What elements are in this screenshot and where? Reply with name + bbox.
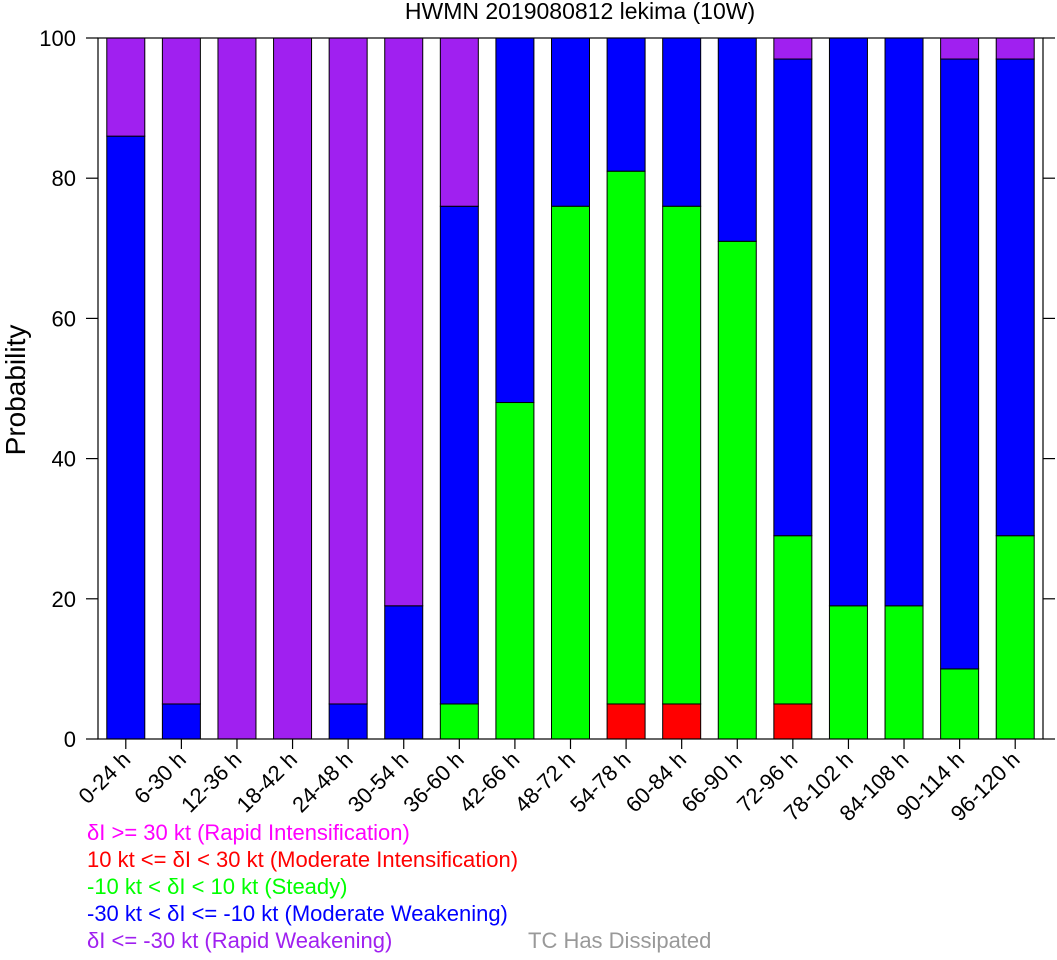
bar-segment-rapid-weakening: [217, 37, 257, 740]
bar-segment-moderate-weakening: [662, 37, 702, 207]
y-tick-label: 60: [52, 306, 76, 331]
x-tick-label: 42-66 h: [454, 747, 524, 817]
bar-segment-moderate-weakening: [884, 37, 924, 607]
bar-segment-rapid-weakening: [328, 37, 368, 705]
legend-entry: δI <= -30 kt (Rapid Weakening): [87, 928, 392, 953]
legend: δI >= 30 kt (Rapid Intensification)10 kt…: [87, 820, 711, 953]
bar-segment-steady: [439, 703, 479, 740]
bar-segment-steady: [606, 170, 646, 705]
x-tick-label: 0-24 h: [74, 747, 136, 809]
x-tick-label: 24-48 h: [287, 747, 357, 817]
x-tick-label: 48-72 h: [510, 747, 580, 817]
x-tick-label: 60-84 h: [621, 747, 691, 817]
y-ticks: 0 20 40 60 80 100: [39, 26, 1055, 752]
bar-segment-moderate-weakening: [161, 703, 201, 740]
legend-entry: -30 kt < δI <= -10 kt (Moderate Weakenin…: [87, 901, 508, 926]
legend-entry: TC Has Dissipated: [528, 928, 711, 953]
x-tick-label: 18-42 h: [232, 747, 302, 817]
bars-group: [106, 37, 1035, 740]
bar-segment-moderate-weakening: [106, 135, 146, 740]
bar-segment-moderate-weakening: [773, 58, 813, 537]
legend-entry: -10 kt < δI < 10 kt (Steady): [87, 874, 347, 899]
bar-segment-moderate-weakening: [828, 37, 868, 607]
y-tick-label: 100: [39, 26, 76, 51]
bar-segment-moderate-weakening: [328, 703, 368, 740]
y-tick-label: 40: [52, 447, 76, 472]
legend-entry: 10 kt <= δI < 30 kt (Moderate Intensific…: [87, 847, 518, 872]
x-ticks: 0-24 h6-30 h12-36 h18-42 h24-48 h30-54 h…: [74, 739, 1025, 826]
x-tick-label: 12-36 h: [176, 747, 246, 817]
bar-segment-rapid-weakening: [161, 37, 201, 705]
chart-title: HWMN 2019080812 lekima (10W): [405, 0, 755, 24]
bar-segment-steady: [551, 205, 590, 740]
bar-segment-moderate-weakening: [551, 37, 590, 207]
bar-segment-moderate-weakening: [439, 205, 479, 705]
bar-segment-rapid-weakening: [940, 37, 980, 60]
bar-segment-rapid-weakening: [384, 37, 424, 607]
y-axis-label: Probability: [0, 325, 31, 456]
bar-segment-rapid-weakening: [273, 37, 313, 740]
x-tick-label: 66-90 h: [676, 747, 746, 817]
bar-segment-steady: [717, 240, 757, 740]
bar-segment-moderate-weakening: [995, 58, 1035, 537]
bar-segment-moderate-intensification: [773, 703, 813, 740]
bar-segment-steady: [940, 668, 980, 740]
bar-segment-steady: [495, 402, 535, 740]
bar-segment-rapid-weakening: [773, 37, 813, 60]
bar-segment-moderate-weakening: [940, 58, 980, 670]
x-tick-label: 36-60 h: [398, 747, 468, 817]
bar-segment-moderate-intensification: [662, 703, 702, 740]
legend-entry: δI >= 30 kt (Rapid Intensification): [87, 820, 410, 845]
bar-segment-moderate-intensification: [606, 703, 646, 740]
bar-segment-rapid-weakening: [106, 37, 146, 137]
bar-segment-steady: [884, 605, 924, 740]
bar-segment-steady: [995, 535, 1035, 740]
bar-segment-steady: [662, 205, 702, 705]
bar-segment-moderate-weakening: [606, 37, 646, 172]
bar-segment-moderate-weakening: [384, 605, 424, 740]
bar-segment-rapid-weakening: [995, 37, 1035, 60]
bar-segment-steady: [773, 535, 813, 705]
y-tick-label: 20: [52, 587, 76, 612]
y-tick-label: 0: [64, 727, 76, 752]
x-tick-label: 30-54 h: [343, 747, 413, 817]
y-tick-label: 80: [52, 166, 76, 191]
bar-segment-moderate-weakening: [717, 37, 757, 242]
bar-segment-moderate-weakening: [495, 37, 535, 404]
bar-segment-steady: [828, 605, 868, 740]
bar-segment-rapid-weakening: [439, 37, 479, 207]
x-tick-label: 54-78 h: [565, 747, 635, 817]
